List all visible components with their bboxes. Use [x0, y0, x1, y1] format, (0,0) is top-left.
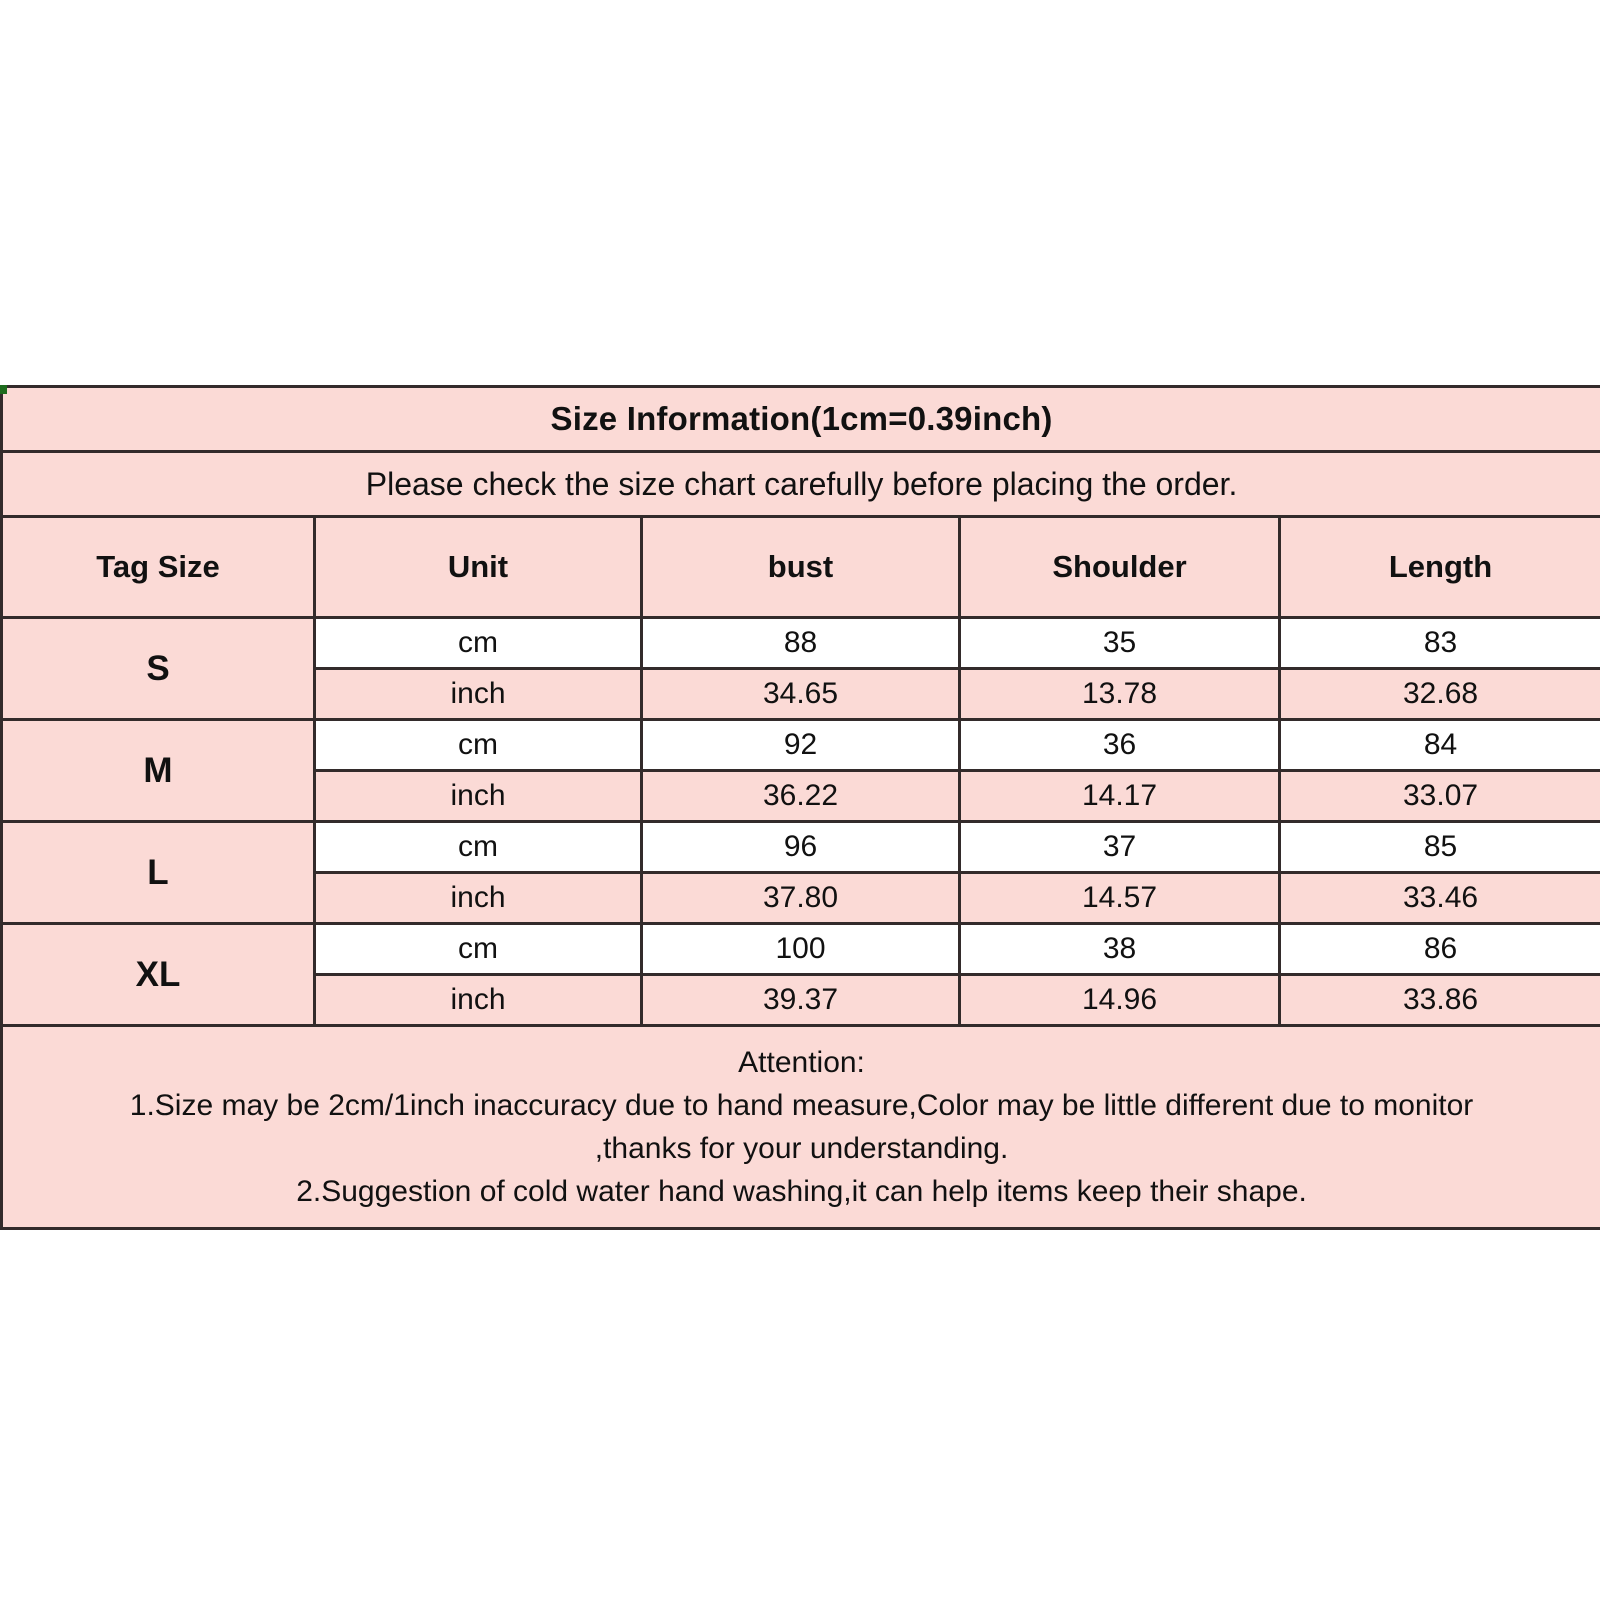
bust-s-inch: 34.65 [640, 667, 961, 721]
shoulder-l-cm: 37 [958, 820, 1281, 874]
bust-m-cm: 92 [640, 718, 961, 772]
column-header-unit: Unit [313, 515, 643, 619]
table-row: M cm 92 36 84 [0, 718, 1600, 823]
shoulder-m-inch: 14.17 [958, 769, 1281, 823]
unit-l-cm: cm [313, 820, 643, 874]
length-m-inch: 33.07 [1277, 769, 1600, 823]
table-title: Size Information(1cm=0.39inch) [0, 385, 1600, 453]
unit-s-inch: inch [313, 667, 643, 721]
table-row: inch 39.37 14.96 33.86 [2, 973, 1600, 1027]
table-row: S cm 88 35 83 [0, 616, 1600, 721]
table-row: XL cm 100 38 86 [0, 922, 1600, 1027]
bust-xl-inch: 39.37 [640, 973, 961, 1027]
bust-s-cm: 88 [640, 616, 961, 670]
column-header-bust: bust [640, 515, 961, 619]
attention-block: Attention: 1.Size may be 2cm/1inch inacc… [0, 1024, 1600, 1230]
column-header-tag-size: Tag Size [0, 515, 316, 619]
bust-l-cm: 96 [640, 820, 961, 874]
bust-xl-cm: 100 [640, 922, 961, 976]
table-row: inch 36.22 14.17 33.07 [2, 769, 1600, 823]
attention-line-2: ,thanks for your understanding. [594, 1132, 1009, 1165]
bust-l-inch: 37.80 [640, 871, 961, 925]
attention-line-1: 1.Size may be 2cm/1inch inaccuracy due t… [129, 1089, 1474, 1122]
bust-m-inch: 36.22 [640, 769, 961, 823]
unit-m-inch: inch [313, 769, 643, 823]
tag-size-s: S [0, 616, 316, 721]
column-header-shoulder: Shoulder [958, 515, 1281, 619]
table-row: L cm 96 37 85 [0, 820, 1600, 925]
size-information-table: Size Information(1cm=0.39inch) Please ch… [0, 385, 1600, 1230]
unit-xl-inch: inch [313, 973, 643, 1027]
corner-artifact [0, 385, 7, 394]
table-subtitle-row: Please check the size chart carefully be… [0, 450, 1600, 518]
length-xl-inch: 33.86 [1277, 973, 1600, 1027]
attention-heading: Attention: [738, 1046, 865, 1079]
tag-size-xl: XL [0, 922, 316, 1027]
unit-l-inch: inch [313, 871, 643, 925]
shoulder-s-cm: 35 [958, 616, 1281, 670]
shoulder-xl-cm: 38 [958, 922, 1281, 976]
shoulder-m-cm: 36 [958, 718, 1281, 772]
unit-s-cm: cm [313, 616, 643, 670]
table-header-row: Tag Size Unit bust Shoulder Length [0, 515, 1600, 619]
tag-size-l: L [0, 820, 316, 925]
shoulder-l-inch: 14.57 [958, 871, 1281, 925]
shoulder-xl-inch: 14.96 [958, 973, 1281, 1027]
table-row: inch 34.65 13.78 32.68 [2, 667, 1600, 721]
length-s-cm: 83 [1277, 616, 1600, 670]
shoulder-s-inch: 13.78 [958, 667, 1281, 721]
attention-line-3: 2.Suggestion of cold water hand washing,… [296, 1175, 1307, 1208]
size-chart-container: Size Information(1cm=0.39inch) Please ch… [0, 385, 1600, 1230]
length-s-inch: 32.68 [1277, 667, 1600, 721]
unit-m-cm: cm [313, 718, 643, 772]
table-subtitle: Please check the size chart carefully be… [0, 450, 1600, 518]
unit-xl-cm: cm [313, 922, 643, 976]
table-row: inch 37.80 14.57 33.46 [2, 871, 1600, 925]
length-l-cm: 85 [1277, 820, 1600, 874]
length-l-inch: 33.46 [1277, 871, 1600, 925]
tag-size-m: M [0, 718, 316, 823]
length-m-cm: 84 [1277, 718, 1600, 772]
length-xl-cm: 86 [1277, 922, 1600, 976]
attention-row: Attention: 1.Size may be 2cm/1inch inacc… [0, 1024, 1600, 1230]
table-title-row: Size Information(1cm=0.39inch) [0, 385, 1600, 453]
column-header-length: Length [1277, 515, 1600, 619]
